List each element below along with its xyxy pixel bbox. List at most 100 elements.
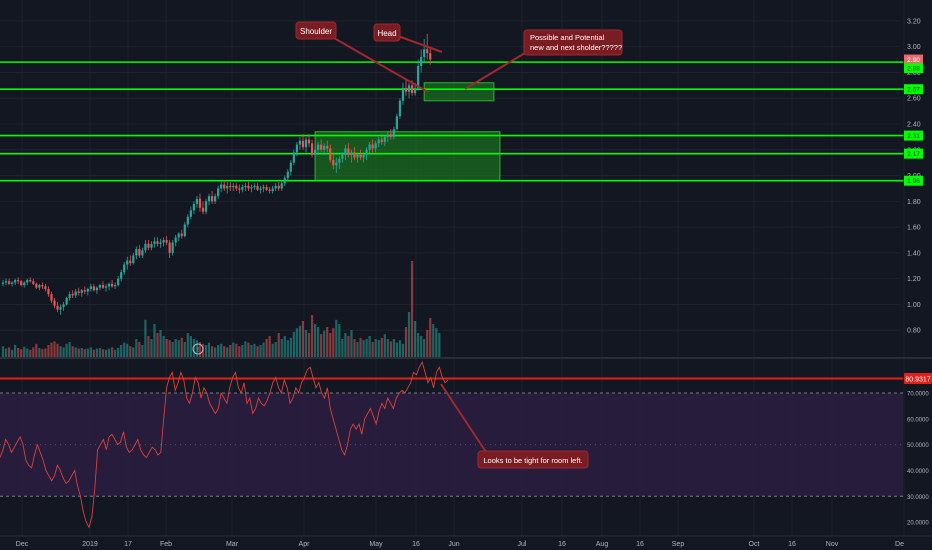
- candle-body: [377, 139, 380, 144]
- volume-bar: [165, 339, 168, 357]
- volume-bar: [189, 336, 192, 357]
- candle: [241, 184, 244, 193]
- candle: [47, 286, 50, 297]
- volume-bar: [283, 336, 286, 357]
- rsi-axis-label: 60.0000: [907, 417, 929, 423]
- candle-body: [271, 188, 274, 192]
- time-axis-label: May: [369, 541, 383, 548]
- volume-bar: [377, 340, 380, 357]
- candle: [38, 283, 41, 291]
- volume-bar: [171, 342, 174, 357]
- support-zone[interactable]: [314, 131, 501, 182]
- info-icon[interactable]: !: [192, 343, 204, 355]
- candle-body: [383, 136, 386, 143]
- candle: [7, 278, 11, 286]
- volume-bar: [335, 319, 338, 357]
- support-price-label-text: 2.17: [907, 151, 920, 158]
- candle-body: [180, 233, 183, 237]
- candle: [359, 149, 362, 161]
- annotation-head[interactable]: Head: [373, 23, 443, 53]
- support-zone[interactable]: [423, 82, 495, 102]
- time-axis-label: Jun: [448, 541, 459, 548]
- volume-bar: [313, 324, 317, 357]
- volume-bar: [259, 345, 262, 357]
- volume-bar: [159, 330, 162, 357]
- time-axis-label: Apr: [299, 541, 311, 548]
- volume-bar: [29, 349, 32, 357]
- candle: [168, 240, 171, 259]
- candle: [180, 229, 183, 239]
- candle: [341, 152, 344, 163]
- support-price-label: 1.96: [904, 175, 923, 186]
- volume-bar: [98, 348, 102, 357]
- candle-body: [183, 224, 186, 237]
- volume-bar: [4, 348, 8, 357]
- volume-bar: [183, 342, 186, 357]
- candle: [232, 183, 235, 192]
- candle-body: [417, 66, 420, 88]
- candle-body: [356, 154, 359, 158]
- rsi-axis-label: 30.0000: [907, 495, 929, 501]
- volume-bar: [77, 348, 80, 357]
- candle-body: [310, 143, 314, 155]
- candle-body: [226, 185, 229, 189]
- volume-bar: [386, 339, 389, 357]
- volume-bar: [238, 346, 241, 357]
- candle: [283, 175, 286, 186]
- volume-bar: [117, 348, 120, 357]
- volume-bar: [420, 336, 423, 357]
- volume-bar: [38, 348, 41, 357]
- support-price-label-text: 2.67: [907, 87, 920, 94]
- candle-body: [14, 279, 17, 283]
- candle: [162, 237, 165, 247]
- volume-bar: [65, 343, 68, 357]
- price-axis-label: 1.60: [907, 225, 921, 232]
- candle-body: [295, 144, 299, 153]
- volume-bar: [53, 341, 56, 357]
- annotation-shoulder[interactable]: Shoulder: [295, 21, 429, 93]
- candle: [132, 252, 135, 265]
- candle: [244, 183, 247, 192]
- volume-bar: [17, 348, 20, 357]
- volume-bar: [47, 345, 50, 357]
- annotation-room-left-pointer: [440, 383, 489, 456]
- candle: [210, 191, 214, 204]
- candle-body: [429, 53, 432, 60]
- volume-bar: [329, 333, 332, 357]
- candle-body: [362, 154, 365, 158]
- last-price-label-text: 2.90: [907, 57, 920, 64]
- rsi-pane: 20.0000 30.0000 40.0000 50.0000 60.0000 70.00…: [0, 360, 932, 529]
- candle-body: [198, 198, 202, 208]
- candle-body: [17, 279, 20, 282]
- time-axis[interactable]: Dec 2019 17 Feb Mar Apr May 16 Jun Jul 16 Aug 16 Sep O…: [16, 541, 904, 548]
- time-axis-label: 2019: [82, 541, 98, 548]
- candle-body: [244, 185, 247, 188]
- candle-body: [389, 134, 392, 137]
- candle: [104, 283, 108, 292]
- volume-bar: [383, 334, 386, 357]
- time-axis-label: 16: [412, 541, 420, 548]
- candle: [295, 142, 299, 157]
- candle: [289, 160, 292, 176]
- candle: [147, 240, 150, 251]
- candle: [271, 185, 274, 194]
- candle: [265, 184, 268, 192]
- candle: [392, 126, 395, 140]
- candle-body: [256, 185, 259, 190]
- annotation-new-shoulder[interactable]: Possible and Potential new and next shol…: [464, 29, 623, 90]
- annotation-room-left[interactable]: Looks to be tight for room left.: [440, 383, 589, 469]
- candle: [214, 193, 217, 204]
- candle-body: [74, 291, 77, 296]
- candle-body: [223, 184, 226, 189]
- price-axis-label: 2.40: [907, 122, 921, 129]
- candle: [253, 183, 256, 190]
- candle: [189, 206, 192, 220]
- candle-body: [59, 307, 62, 310]
- candle: [117, 276, 120, 287]
- volume-bar: [274, 342, 277, 357]
- volume-bar: [92, 349, 95, 357]
- candle-body: [210, 196, 214, 202]
- candle-body: [347, 148, 350, 155]
- support-price-label: 2.67: [904, 84, 923, 95]
